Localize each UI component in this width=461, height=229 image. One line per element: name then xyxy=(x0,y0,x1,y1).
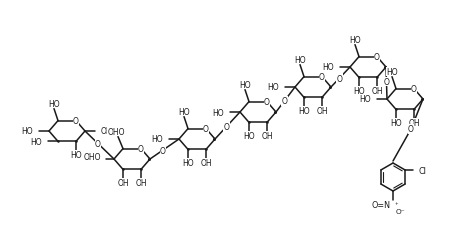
Text: O: O xyxy=(384,78,390,87)
Text: HO: HO xyxy=(70,150,82,159)
Text: HO: HO xyxy=(213,108,224,117)
Text: O: O xyxy=(408,125,414,134)
Text: HO: HO xyxy=(30,137,42,146)
Text: OH: OH xyxy=(371,87,383,95)
Text: O: O xyxy=(411,85,417,94)
Text: O: O xyxy=(160,146,166,155)
Text: HO: HO xyxy=(390,118,402,127)
Text: HO: HO xyxy=(267,83,279,92)
Text: O: O xyxy=(95,139,101,148)
Text: OHO: OHO xyxy=(83,152,101,161)
Text: Cl: Cl xyxy=(418,166,426,175)
Text: HO: HO xyxy=(353,87,365,95)
Text: HO: HO xyxy=(322,63,334,72)
Text: HO: HO xyxy=(239,81,251,90)
Text: O: O xyxy=(282,97,288,106)
Text: HO: HO xyxy=(182,158,194,167)
Text: HO: HO xyxy=(298,106,310,115)
Text: OHO: OHO xyxy=(107,128,125,136)
Text: HO: HO xyxy=(294,56,306,65)
Text: HO: HO xyxy=(151,135,163,144)
Text: HO: HO xyxy=(243,131,255,140)
Text: O: O xyxy=(138,144,144,153)
Text: HO: HO xyxy=(48,100,60,109)
Text: O: O xyxy=(374,53,380,62)
Text: OH: OH xyxy=(316,106,328,115)
Text: O: O xyxy=(319,73,325,82)
Text: HO: HO xyxy=(386,68,398,77)
Text: OH: OH xyxy=(117,178,129,187)
Text: OH: OH xyxy=(200,158,212,167)
Text: HO: HO xyxy=(21,127,33,136)
Text: HO: HO xyxy=(349,36,361,45)
Text: O: O xyxy=(223,123,229,132)
Text: O⁻: O⁻ xyxy=(396,208,406,214)
Text: HO: HO xyxy=(360,95,371,104)
Text: OH: OH xyxy=(408,118,420,127)
Text: OH: OH xyxy=(135,178,147,187)
Text: O=N: O=N xyxy=(372,201,391,210)
Text: OH: OH xyxy=(261,131,273,140)
Text: ⁺: ⁺ xyxy=(395,202,399,208)
Text: O: O xyxy=(264,98,270,107)
Text: O: O xyxy=(337,74,343,83)
Text: O: O xyxy=(203,125,209,134)
Text: O: O xyxy=(73,117,79,125)
Text: HO: HO xyxy=(178,108,190,117)
Text: OH: OH xyxy=(101,127,112,136)
